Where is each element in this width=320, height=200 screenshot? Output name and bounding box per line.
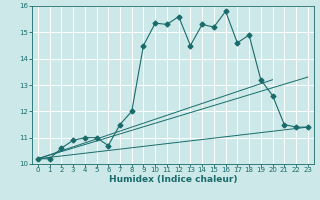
X-axis label: Humidex (Indice chaleur): Humidex (Indice chaleur) xyxy=(108,175,237,184)
